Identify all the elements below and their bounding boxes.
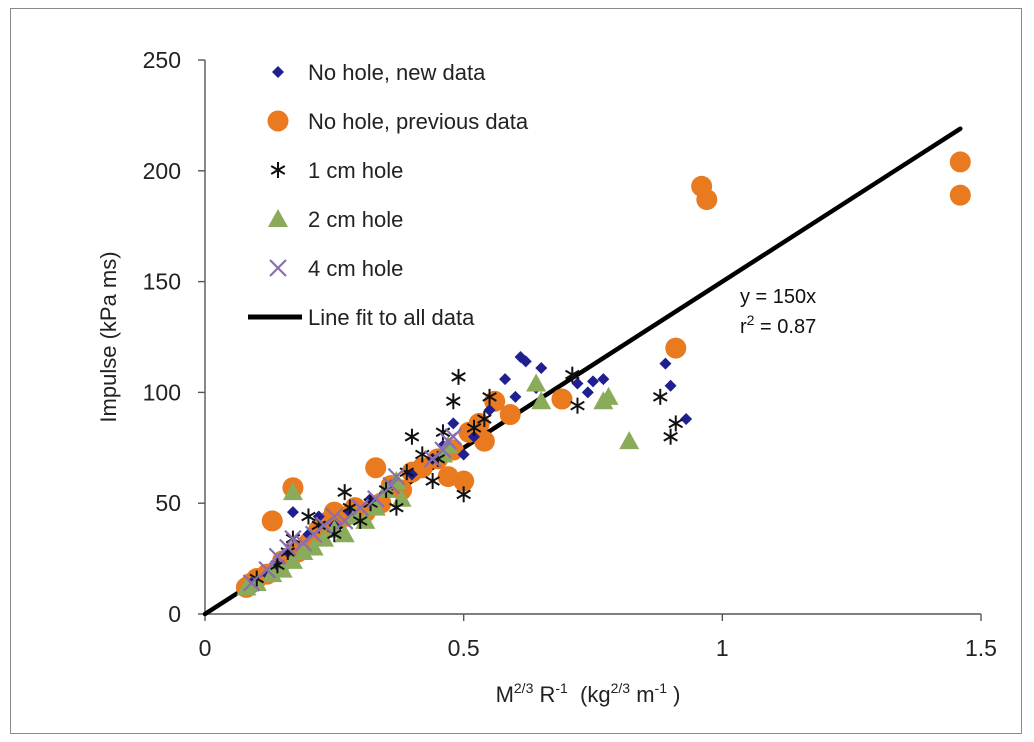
data-point-asterisk [352, 512, 368, 529]
legend-marker-asterisk [270, 162, 286, 178]
data-point-circle [949, 184, 971, 206]
data-point-diamond [286, 506, 299, 519]
data-point-circle [365, 457, 387, 479]
data-point-asterisk [663, 428, 678, 445]
data-point-asterisk [301, 508, 316, 525]
y-axis-title: Impulse (kPa ms) [96, 251, 121, 422]
data-point-asterisk [668, 415, 684, 432]
data-point-asterisk [342, 499, 358, 516]
data-point-circle [499, 404, 521, 426]
data-point-diamond [535, 362, 548, 375]
data-point-asterisk [570, 397, 585, 414]
data-point-diamond [519, 355, 532, 368]
legend-marker-diamond [272, 66, 284, 78]
y-tick-label: 50 [155, 490, 181, 516]
data-point-asterisk [425, 473, 440, 490]
data-point-asterisk [404, 428, 420, 445]
legend-marker-x [269, 259, 287, 277]
data-point-diamond [680, 412, 693, 425]
fit-r-squared: r2 = 0.87 [740, 312, 816, 338]
data-point-triangle [619, 431, 640, 450]
chart-frame [10, 8, 1022, 734]
x-tick-label: 0 [199, 635, 212, 661]
data-point-triangle [313, 528, 334, 547]
legend-label: Line fit to all data [308, 305, 475, 330]
data-point-x [382, 476, 401, 495]
y-tick-label: 100 [143, 379, 181, 405]
data-point-diamond [483, 404, 496, 417]
y-tick-label: 250 [143, 47, 181, 73]
data-point-diamond [447, 417, 460, 430]
data-point-diamond [659, 357, 672, 370]
data-point-triangle [282, 550, 303, 569]
data-point-x [387, 467, 406, 486]
data-point-circle [261, 510, 283, 532]
y-tick-label: 200 [143, 158, 181, 184]
data-point-x [434, 441, 452, 459]
data-point-x [444, 427, 463, 446]
data-point-diamond [312, 510, 325, 523]
legend-label: 4 cm hole [308, 256, 403, 281]
data-point-diamond [468, 430, 481, 443]
x-axis-title: M2/3 R-1 (kg2/3 m-1 ) [496, 680, 681, 707]
y-tick-label: 0 [168, 601, 181, 627]
legend-label: 2 cm hole [308, 207, 403, 232]
data-point-diamond [571, 377, 584, 390]
legend-label: No hole, new data [308, 60, 486, 85]
data-point-x [366, 489, 385, 508]
data-point-x [335, 512, 354, 530]
data-point-circle [665, 337, 687, 359]
data-point-asterisk [389, 499, 404, 516]
legend-label: 1 cm hole [308, 158, 403, 183]
data-point-triangle [303, 537, 324, 556]
data-point-x [325, 507, 344, 526]
data-point-diamond [581, 386, 594, 399]
data-point-asterisk [477, 410, 492, 427]
data-point-circle [696, 189, 718, 211]
data-point-x [242, 574, 261, 592]
data-point-asterisk [652, 388, 668, 405]
data-point-circle [551, 388, 573, 410]
data-point-asterisk [564, 366, 580, 383]
data-point-x [258, 560, 276, 579]
legend: No hole, new data No hole, previous data 1… [248, 60, 529, 330]
legend-marker-triangle [268, 209, 288, 227]
x-tick-label: 1 [716, 635, 729, 661]
data-point-circle [949, 151, 971, 173]
data-point-asterisk [451, 368, 466, 385]
data-point-diamond [664, 379, 677, 392]
legend-marker-circle [267, 110, 289, 132]
axes: 0 50 100 150 200 250 0 0.5 1 1.5 [143, 47, 997, 661]
data-point-x [284, 529, 302, 548]
data-point-triangle [598, 386, 619, 405]
legend-label: No hole, previous data [308, 109, 529, 134]
data-point-asterisk [456, 486, 471, 503]
data-points [235, 151, 971, 598]
x-tick-label: 0.5 [448, 635, 480, 661]
data-point-diamond [509, 390, 522, 403]
data-point-triangle [282, 482, 303, 501]
data-point-asterisk [337, 484, 352, 501]
data-point-asterisk [482, 388, 497, 405]
y-tick-label: 150 [143, 269, 181, 295]
data-point-diamond [457, 448, 470, 461]
data-point-diamond [597, 373, 610, 386]
x-tick-label: 1.5 [965, 635, 997, 661]
data-point-x [278, 538, 297, 557]
data-point-asterisk [466, 419, 482, 436]
data-point-circle [453, 470, 475, 492]
data-point-triangle [526, 373, 547, 392]
data-point-diamond [499, 373, 512, 386]
data-point-diamond [587, 375, 599, 388]
fit-equation: y = 150x [740, 286, 816, 308]
data-point-triangle [531, 391, 552, 410]
data-point-x [351, 498, 369, 517]
data-point-asterisk [446, 393, 461, 410]
